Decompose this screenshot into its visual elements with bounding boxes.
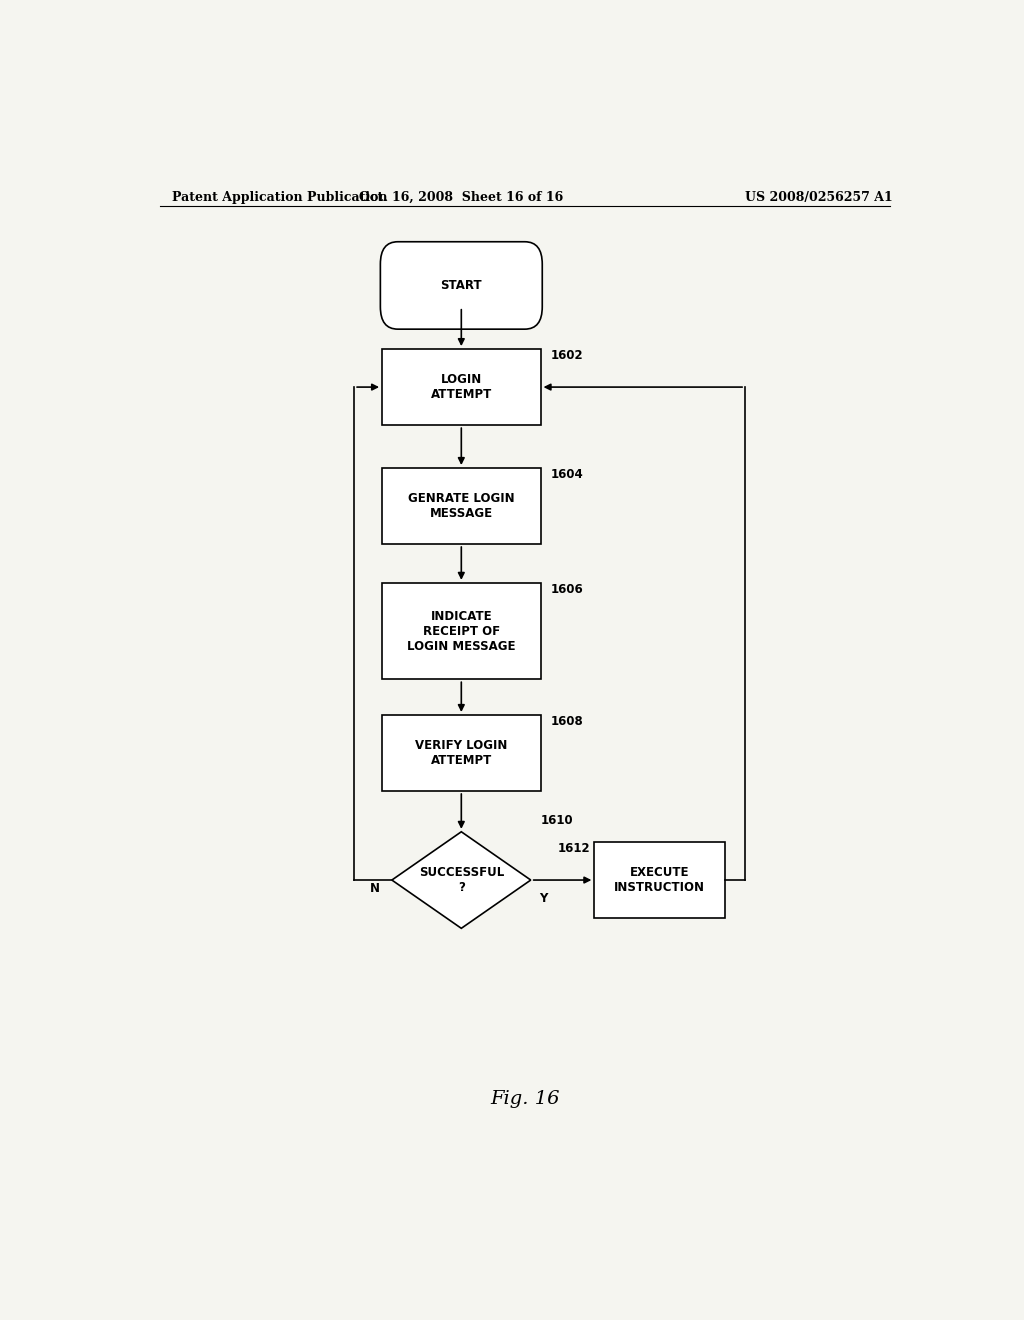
Text: 1610: 1610: [541, 813, 572, 826]
Bar: [594, 842, 725, 919]
Text: START: START: [440, 279, 482, 292]
Text: Fig. 16: Fig. 16: [490, 1089, 559, 1107]
FancyBboxPatch shape: [380, 242, 543, 329]
Text: SUCCESSFUL
?: SUCCESSFUL ?: [419, 866, 504, 894]
Text: US 2008/0256257 A1: US 2008/0256257 A1: [744, 190, 892, 203]
Text: 1606: 1606: [550, 582, 583, 595]
Text: EXECUTE
INSTRUCTION: EXECUTE INSTRUCTION: [614, 866, 706, 894]
Text: VERIFY LOGIN
ATTEMPT: VERIFY LOGIN ATTEMPT: [415, 739, 508, 767]
Polygon shape: [392, 832, 530, 928]
Text: LOGIN
ATTEMPT: LOGIN ATTEMPT: [431, 374, 492, 401]
Text: Y: Y: [539, 892, 547, 904]
Bar: [382, 715, 541, 791]
Text: 1604: 1604: [550, 467, 583, 480]
Bar: [382, 582, 541, 680]
Text: N: N: [370, 882, 380, 895]
Text: Oct. 16, 2008  Sheet 16 of 16: Oct. 16, 2008 Sheet 16 of 16: [359, 190, 563, 203]
Text: GENRATE LOGIN
MESSAGE: GENRATE LOGIN MESSAGE: [408, 492, 515, 520]
Text: Patent Application Publication: Patent Application Publication: [172, 190, 387, 203]
Bar: [382, 467, 541, 544]
Text: 1602: 1602: [550, 348, 583, 362]
Text: INDICATE
RECEIPT OF
LOGIN MESSAGE: INDICATE RECEIPT OF LOGIN MESSAGE: [408, 610, 515, 652]
Bar: [382, 348, 541, 425]
Text: 1608: 1608: [550, 715, 583, 727]
Text: 1612: 1612: [558, 842, 590, 855]
